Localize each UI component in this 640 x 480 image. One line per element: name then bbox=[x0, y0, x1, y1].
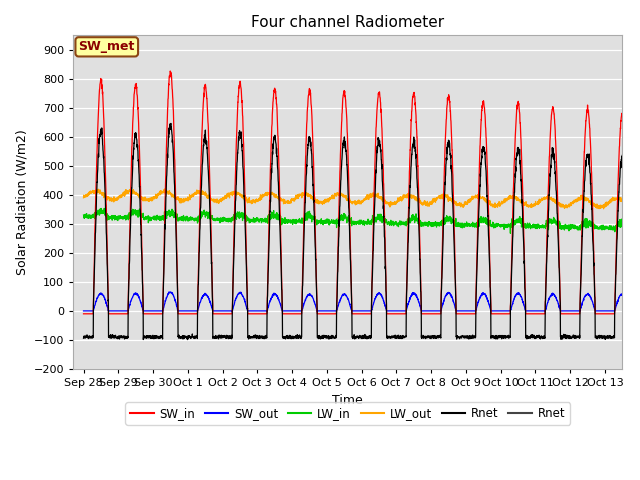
Y-axis label: Solar Radiation (W/m2): Solar Radiation (W/m2) bbox=[15, 129, 28, 275]
Legend: SW_in, SW_out, LW_in, LW_out, Rnet, Rnet: SW_in, SW_out, LW_in, LW_out, Rnet, Rnet bbox=[125, 402, 570, 425]
Text: SW_met: SW_met bbox=[79, 40, 135, 53]
X-axis label: Time: Time bbox=[332, 394, 363, 407]
Title: Four channel Radiometer: Four channel Radiometer bbox=[251, 15, 444, 30]
